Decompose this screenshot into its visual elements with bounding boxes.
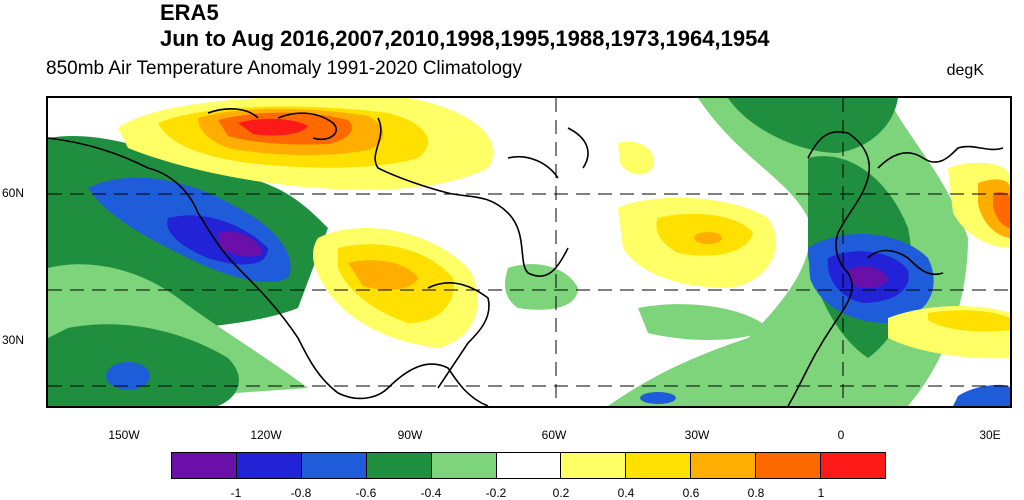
lon-label-30w: 30W bbox=[684, 428, 710, 442]
lon-label-90w: 90W bbox=[397, 428, 423, 442]
colorbar-swatch bbox=[626, 453, 692, 478]
colorbar-label: -0.2 bbox=[485, 486, 507, 500]
lon-label-0: 0 bbox=[837, 428, 845, 442]
colorbar-label: -1 bbox=[230, 486, 242, 500]
yellow-north-atlantic bbox=[618, 141, 654, 175]
lat-label-60n: 60N bbox=[2, 186, 25, 200]
red-canada bbox=[238, 118, 308, 136]
colorbar-swatch bbox=[496, 453, 562, 478]
colorbar-label: 1 bbox=[817, 486, 825, 500]
green-central-atlantic bbox=[638, 304, 768, 340]
coastlines bbox=[48, 108, 1004, 406]
colorbar-swatch bbox=[821, 453, 885, 478]
colorbar-label: 0.4 bbox=[617, 486, 635, 500]
orange-us bbox=[348, 260, 418, 290]
map-title: ERA5 bbox=[160, 0, 219, 25]
colorbar-swatch bbox=[301, 453, 367, 478]
lon-label-60w: 60W bbox=[541, 428, 567, 442]
colorbar-swatch bbox=[561, 453, 627, 478]
green-midatlantic bbox=[505, 264, 578, 310]
anomaly-map bbox=[46, 96, 1012, 408]
colorbar-swatch bbox=[366, 453, 432, 478]
colorbar-label: 0.8 bbox=[747, 486, 765, 500]
colorbar-label: 0.6 bbox=[682, 486, 700, 500]
colorbar bbox=[171, 452, 886, 479]
purple-iberia bbox=[848, 266, 888, 289]
gold-north-africa bbox=[928, 310, 1010, 332]
colorbar-label: -0.8 bbox=[290, 486, 312, 500]
colorbar-swatch bbox=[691, 453, 757, 478]
orange-atlantic bbox=[694, 232, 722, 244]
blue-africa-south bbox=[953, 384, 1010, 406]
map-years: Jun to Aug 2016,2007,2010,1998,1995,1988… bbox=[160, 26, 770, 51]
blue-south-pacific bbox=[106, 362, 150, 390]
blue-south-atlantic bbox=[640, 392, 676, 404]
map-description: 850mb Air Temperature Anomaly 1991-2020 … bbox=[46, 58, 522, 79]
colorbar-swatch bbox=[236, 453, 302, 478]
colorbar-swatch bbox=[172, 453, 237, 478]
lon-label-30e: 30E bbox=[979, 428, 1001, 442]
colorbar-label: -0.6 bbox=[355, 486, 377, 500]
colorbar-swatch bbox=[756, 453, 822, 478]
purple-nw-pacific bbox=[218, 231, 263, 257]
map-canvas bbox=[48, 98, 1010, 406]
units-label: degK bbox=[946, 62, 984, 79]
colorbar-swatch bbox=[431, 453, 497, 478]
colorbar-label: -0.4 bbox=[420, 486, 442, 500]
darkorange-scandinavia bbox=[993, 191, 1010, 228]
colorbar-label: 0.2 bbox=[552, 486, 570, 500]
grid-lines bbox=[48, 98, 1010, 406]
lon-label-120w: 120W bbox=[250, 428, 282, 442]
lat-label-30n: 30N bbox=[2, 333, 25, 347]
lon-label-150w: 150W bbox=[108, 428, 140, 442]
